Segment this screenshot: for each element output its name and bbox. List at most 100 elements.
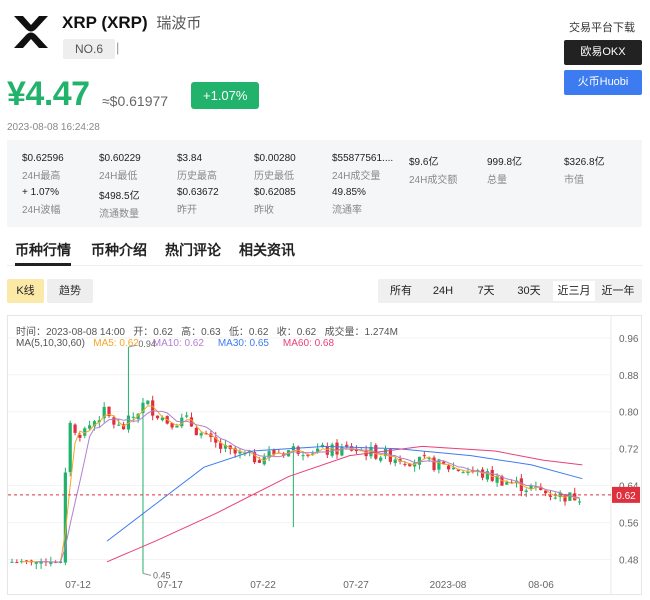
y-tick-label: 0.80 [619,408,639,419]
candle-body [417,456,422,465]
price-markers: 0.62 0.94 0.45 [8,339,640,580]
coin-cn-name: 瑞波币 [156,15,202,32]
candle-body [335,442,339,455]
candle-body [68,422,72,473]
stat-24h-volume: $55877561.... 24H成交量 [332,153,393,182]
candle-body [548,495,553,497]
candle-body [451,467,456,470]
stat-label: 总量 [487,175,507,186]
candle-body [577,501,582,503]
candle-body [141,402,145,414]
candle-body [563,494,567,502]
range-3m[interactable]: 近三月 [553,281,595,301]
current-price-tag [612,486,640,503]
candle-body [442,461,446,464]
tab-intro[interactable]: 币种介绍 [91,242,147,258]
candle-body [345,444,349,447]
candle-body [422,455,426,457]
range-24h[interactable]: 24H [432,285,454,297]
ma-lines [21,405,583,563]
min-price-label: 0.45 [153,570,171,580]
candle-body [311,453,315,455]
ma-label: MA(5,10,30,60) [16,338,85,349]
candle-body [117,424,121,426]
candle-body [568,492,572,501]
ma10-value: MA10: 0.62 [152,338,204,349]
candle-body [194,427,198,436]
candle-body [539,486,543,491]
rank-badge: NO.6 [63,39,116,59]
candle-body [505,482,509,485]
candle-body [136,413,140,419]
max-price-label: 0.94 [138,339,156,349]
range-1y[interactable]: 近一年 [601,285,635,297]
candle-body [534,486,538,488]
candle-body [267,451,271,458]
range-all[interactable]: 所有 [390,285,412,297]
min-pointer [142,572,152,576]
stat-24h-low: $0.60229 24H最低 [99,153,141,182]
candle-body [34,561,38,564]
candle-body [233,448,237,454]
trend-button[interactable]: 趋势 [47,279,93,303]
okx-button[interactable]: 欧易OKX [564,40,642,65]
candle-body [257,460,262,463]
kline-button[interactable]: K线 [7,279,44,303]
stat-24h-range: + 1.07% 24H波幅 [22,187,60,216]
section-tabs: 币种行情 币种介绍 热门评论 相关资讯 [7,240,643,266]
ma30-value: MA30: 0.65 [217,338,269,349]
stat-label: 昨收 [254,205,274,216]
candle-body [24,560,29,562]
stat-value: $3.84 [177,153,203,164]
candle-body [495,475,499,483]
candle-body [388,449,392,462]
candle-body [316,448,320,452]
x-axis-ticks: 07-12 07-17 07-22 07-27 2023-08 08-06 [65,580,554,591]
candle-body [73,424,77,433]
tab-comments[interactable]: 热门评论 [165,242,221,258]
candle-body [78,434,82,438]
candle-body [146,400,150,405]
huobi-button[interactable]: 火币Huobi [564,70,642,95]
stat-label: 24H最高 [22,171,61,182]
stat-value: 999.8亿 [487,157,523,168]
x-tick-label: 07-17 [157,580,183,591]
candle-body [252,452,257,463]
candle-body [544,490,548,494]
stat-label: 流通率 [332,205,362,216]
price-usd: ≈$0.61977 [102,93,169,109]
candle-body [160,417,164,421]
coin-header: XRP (XRP) 瑞波币 NO.6 | ¥4.47 ≈$0.61977 +1.… [0,0,650,133]
stat-value: $326.8亿 [564,157,605,168]
candle-body [131,416,135,418]
candle-body [306,455,310,457]
range-7d[interactable]: 7天 [477,285,495,297]
candle-body [218,442,223,449]
coin-name: XRP (XRP) [62,13,148,32]
tab-news[interactable]: 相关资讯 [239,242,295,258]
stat-market-cap: $326.8亿 市值 [564,153,605,186]
stat-label: 昨开 [177,205,197,216]
stat-24h-turnover: $9.6亿 24H成交额 [409,153,457,186]
candle-body [485,471,490,480]
current-price-label: 0.62 [616,491,636,502]
stat-label: 历史最低 [254,171,294,182]
info-time: 时间：2023-08-08 14:00 [16,327,125,338]
price-chart[interactable]: 时间：2023-08-08 14:00 开：0.62 高：0.63 低：0.62… [7,315,642,595]
price-cny: ¥4.47 [7,75,90,113]
info-open: 开：0.62 [133,327,173,338]
candle-body [325,446,329,455]
stat-value: $498.5亿 [99,191,140,202]
candle-body [83,428,87,436]
range-30d[interactable]: 30天 [517,285,541,297]
ma5-line [21,405,580,563]
stat-value: $0.62596 [22,153,64,164]
tab-market[interactable]: 币种行情 [15,240,71,266]
candle-body [151,400,155,416]
stat-atl: $0.00280 历史最低 [254,153,296,182]
candle-body [379,457,383,461]
candle-body [126,415,131,430]
candle-body [238,451,242,454]
ma10-line [36,410,580,563]
candle-body [340,446,344,456]
